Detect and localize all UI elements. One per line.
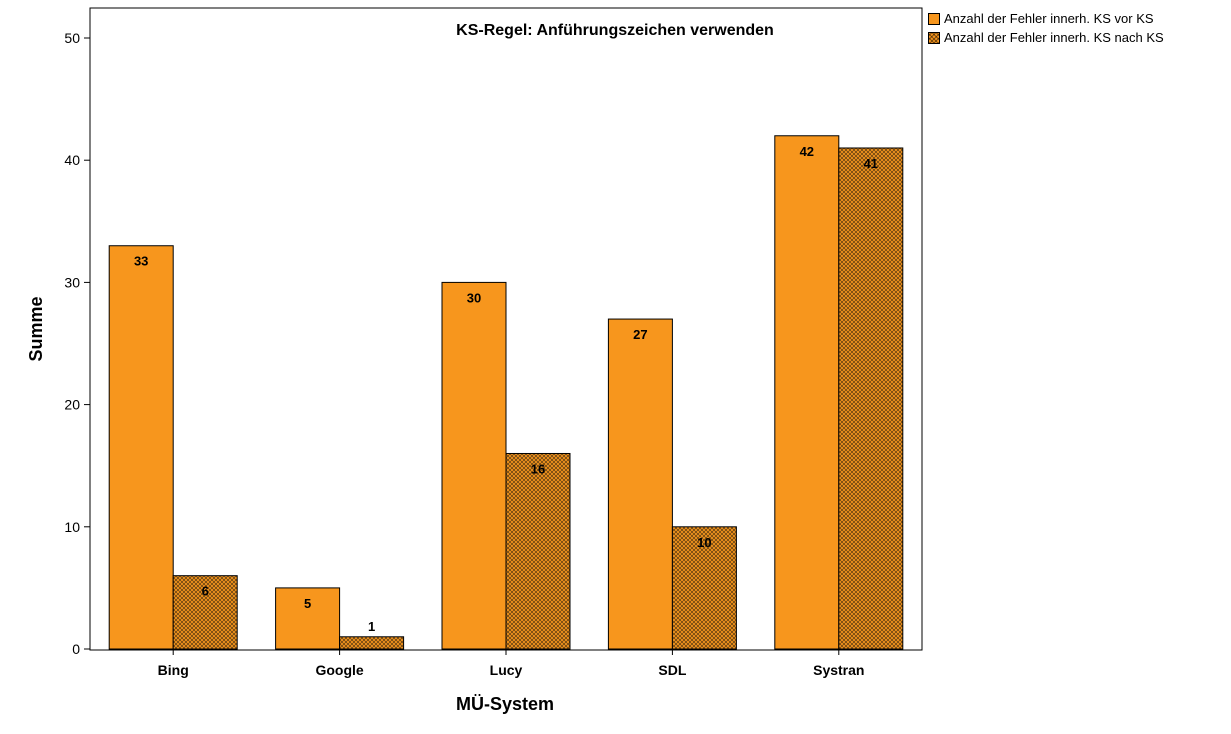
y-tick-label-50: 50 bbox=[64, 30, 80, 46]
bar-lucy-nach bbox=[505, 452, 571, 650]
data-label-sdl-vor: 27 bbox=[633, 327, 647, 342]
data-label-lucy-vor: 30 bbox=[467, 290, 481, 305]
bar-bing-nach bbox=[172, 575, 238, 650]
data-label-bing-vor: 33 bbox=[134, 254, 148, 269]
legend-item-vor: Anzahl der Fehler innerh. KS vor KS bbox=[928, 9, 1164, 28]
bars-layer: 33 6 5 1 30 16 27 10 42 41 bbox=[108, 135, 904, 650]
bar-google-nach bbox=[339, 636, 405, 650]
bar-google-vor bbox=[275, 587, 341, 650]
data-label-google-nach: 1 bbox=[368, 619, 375, 634]
x-tick-label-sdl: SDL bbox=[658, 662, 686, 678]
chart-title: KS-Regel: Anführungszeichen verwenden bbox=[456, 22, 774, 39]
legend-swatch-solid bbox=[928, 12, 940, 25]
data-label-lucy-nach: 16 bbox=[531, 461, 545, 476]
x-tick-label-systran: Systran bbox=[813, 662, 864, 678]
y-tick-label-30: 30 bbox=[64, 274, 80, 290]
legend-item-nach: Anzahl der Fehler innerh. KS nach KS bbox=[928, 28, 1164, 47]
bar-sdl-nach bbox=[671, 526, 737, 650]
data-label-systran-vor: 42 bbox=[800, 144, 814, 159]
data-label-bing-nach: 6 bbox=[202, 584, 209, 599]
y-axis: 0 10 20 30 40 50 bbox=[64, 30, 90, 657]
bar-lucy-vor bbox=[441, 281, 507, 650]
bar-bing-vor bbox=[108, 245, 174, 650]
x-axis: Bing Google Lucy SDL Systran bbox=[158, 649, 864, 678]
x-tick-label-bing: Bing bbox=[158, 662, 189, 678]
x-tick-label-google: Google bbox=[315, 662, 363, 678]
bar-sdl-vor bbox=[607, 318, 673, 650]
bar-systran-nach bbox=[838, 147, 904, 650]
x-tick-label-lucy: Lucy bbox=[490, 662, 523, 678]
legend-label-nach: Anzahl der Fehler innerh. KS nach KS bbox=[944, 30, 1164, 45]
y-tick-label-20: 20 bbox=[64, 397, 80, 413]
legend-swatch-hatched bbox=[928, 31, 940, 44]
data-label-systran-nach: 41 bbox=[864, 156, 878, 171]
legend: Anzahl der Fehler innerh. KS vor KS Anza… bbox=[928, 9, 1164, 47]
data-label-google-vor: 5 bbox=[304, 596, 311, 611]
y-tick-label-10: 10 bbox=[64, 519, 80, 535]
bar-systran-vor bbox=[774, 135, 840, 650]
y-tick-label-0: 0 bbox=[72, 641, 80, 657]
y-tick-label-40: 40 bbox=[64, 152, 80, 168]
x-axis-label: MÜ-System bbox=[456, 694, 554, 714]
y-axis-label: Summe bbox=[26, 296, 46, 361]
data-label-sdl-nach: 10 bbox=[697, 535, 711, 550]
legend-label-vor: Anzahl der Fehler innerh. KS vor KS bbox=[944, 11, 1154, 26]
